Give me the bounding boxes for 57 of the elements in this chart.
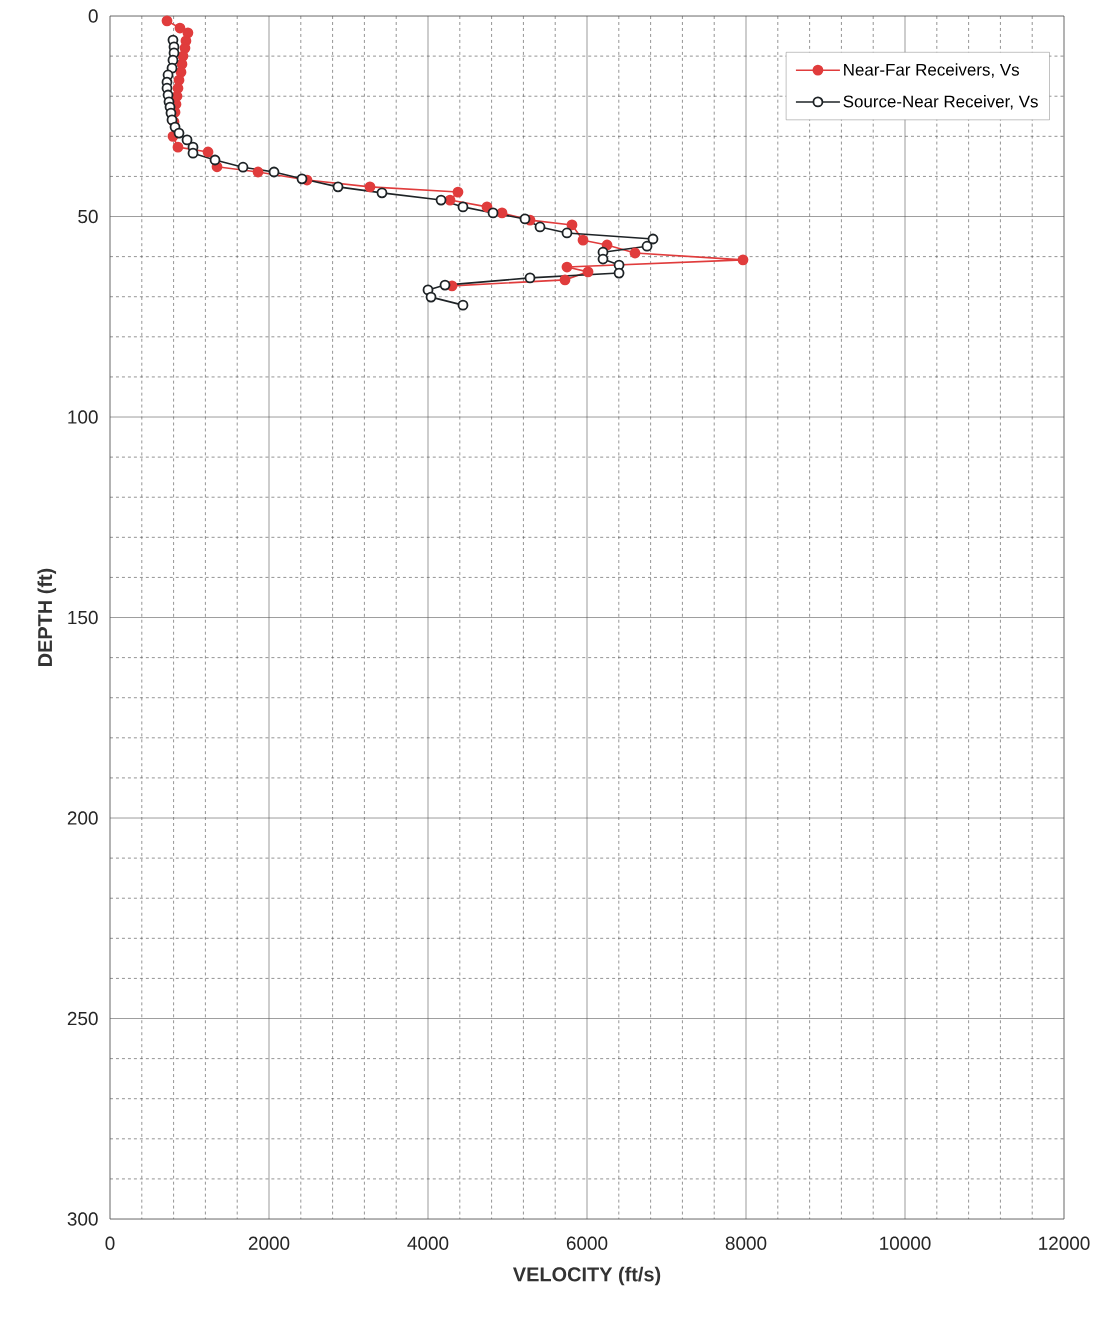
- y-tick-label: 150: [68, 610, 98, 625]
- x-tick-label: 12000: [1039, 1236, 1090, 1250]
- point: [332, 181, 344, 193]
- point: [181, 134, 193, 146]
- point: [202, 146, 214, 158]
- point: [647, 233, 659, 245]
- point: [439, 279, 451, 291]
- point: [435, 194, 447, 206]
- x-axis-title: VELOCITY (ft/s): [512, 1266, 661, 1286]
- x-tick-label: 2000: [248, 1236, 290, 1250]
- point: [641, 240, 653, 252]
- point: [524, 272, 536, 284]
- point: [444, 194, 456, 206]
- legend-label: Near-Far Receivers, Vs: [844, 63, 1020, 78]
- y-tick-label: 50: [78, 209, 98, 224]
- x-tick-label: 8000: [725, 1236, 767, 1250]
- point: [376, 187, 388, 199]
- point: [737, 254, 749, 266]
- x-tick-label: 0: [105, 1236, 115, 1250]
- point: [268, 166, 280, 178]
- y-tick-label: 300: [67, 1212, 98, 1226]
- point: [452, 186, 464, 198]
- point: [613, 267, 625, 279]
- point: [629, 247, 641, 259]
- x-tick-label: 6000: [566, 1236, 608, 1250]
- point: [187, 147, 199, 159]
- point: [237, 161, 249, 173]
- point: [457, 201, 469, 213]
- point: [487, 207, 499, 219]
- point: [296, 173, 308, 185]
- point: [457, 299, 469, 311]
- point: [519, 213, 531, 225]
- point: [597, 253, 609, 265]
- point: [577, 234, 589, 246]
- point: [174, 22, 186, 34]
- point: [364, 181, 376, 193]
- point: [172, 141, 184, 153]
- point: [209, 154, 221, 166]
- y-tick-label: 250: [67, 1011, 98, 1026]
- point: [161, 15, 173, 27]
- point: [425, 291, 437, 303]
- legend-label: Source-Near Receiver, Vs: [843, 95, 1038, 110]
- point: [582, 266, 594, 278]
- point: [252, 166, 264, 178]
- x-tick-label: 10000: [880, 1236, 931, 1250]
- point: [496, 207, 508, 219]
- point: [173, 127, 185, 139]
- y-tick-label: 100: [68, 410, 98, 424]
- point: [559, 274, 571, 286]
- point: [566, 219, 578, 231]
- y-tick-label: 200: [67, 811, 98, 825]
- point: [561, 227, 573, 239]
- x-tick-label: 4000: [407, 1236, 449, 1250]
- point: [561, 261, 573, 273]
- y-tick-label: 0: [88, 9, 98, 23]
- point: [534, 221, 546, 233]
- y-axis-title: DEPTH (ft): [37, 568, 57, 666]
